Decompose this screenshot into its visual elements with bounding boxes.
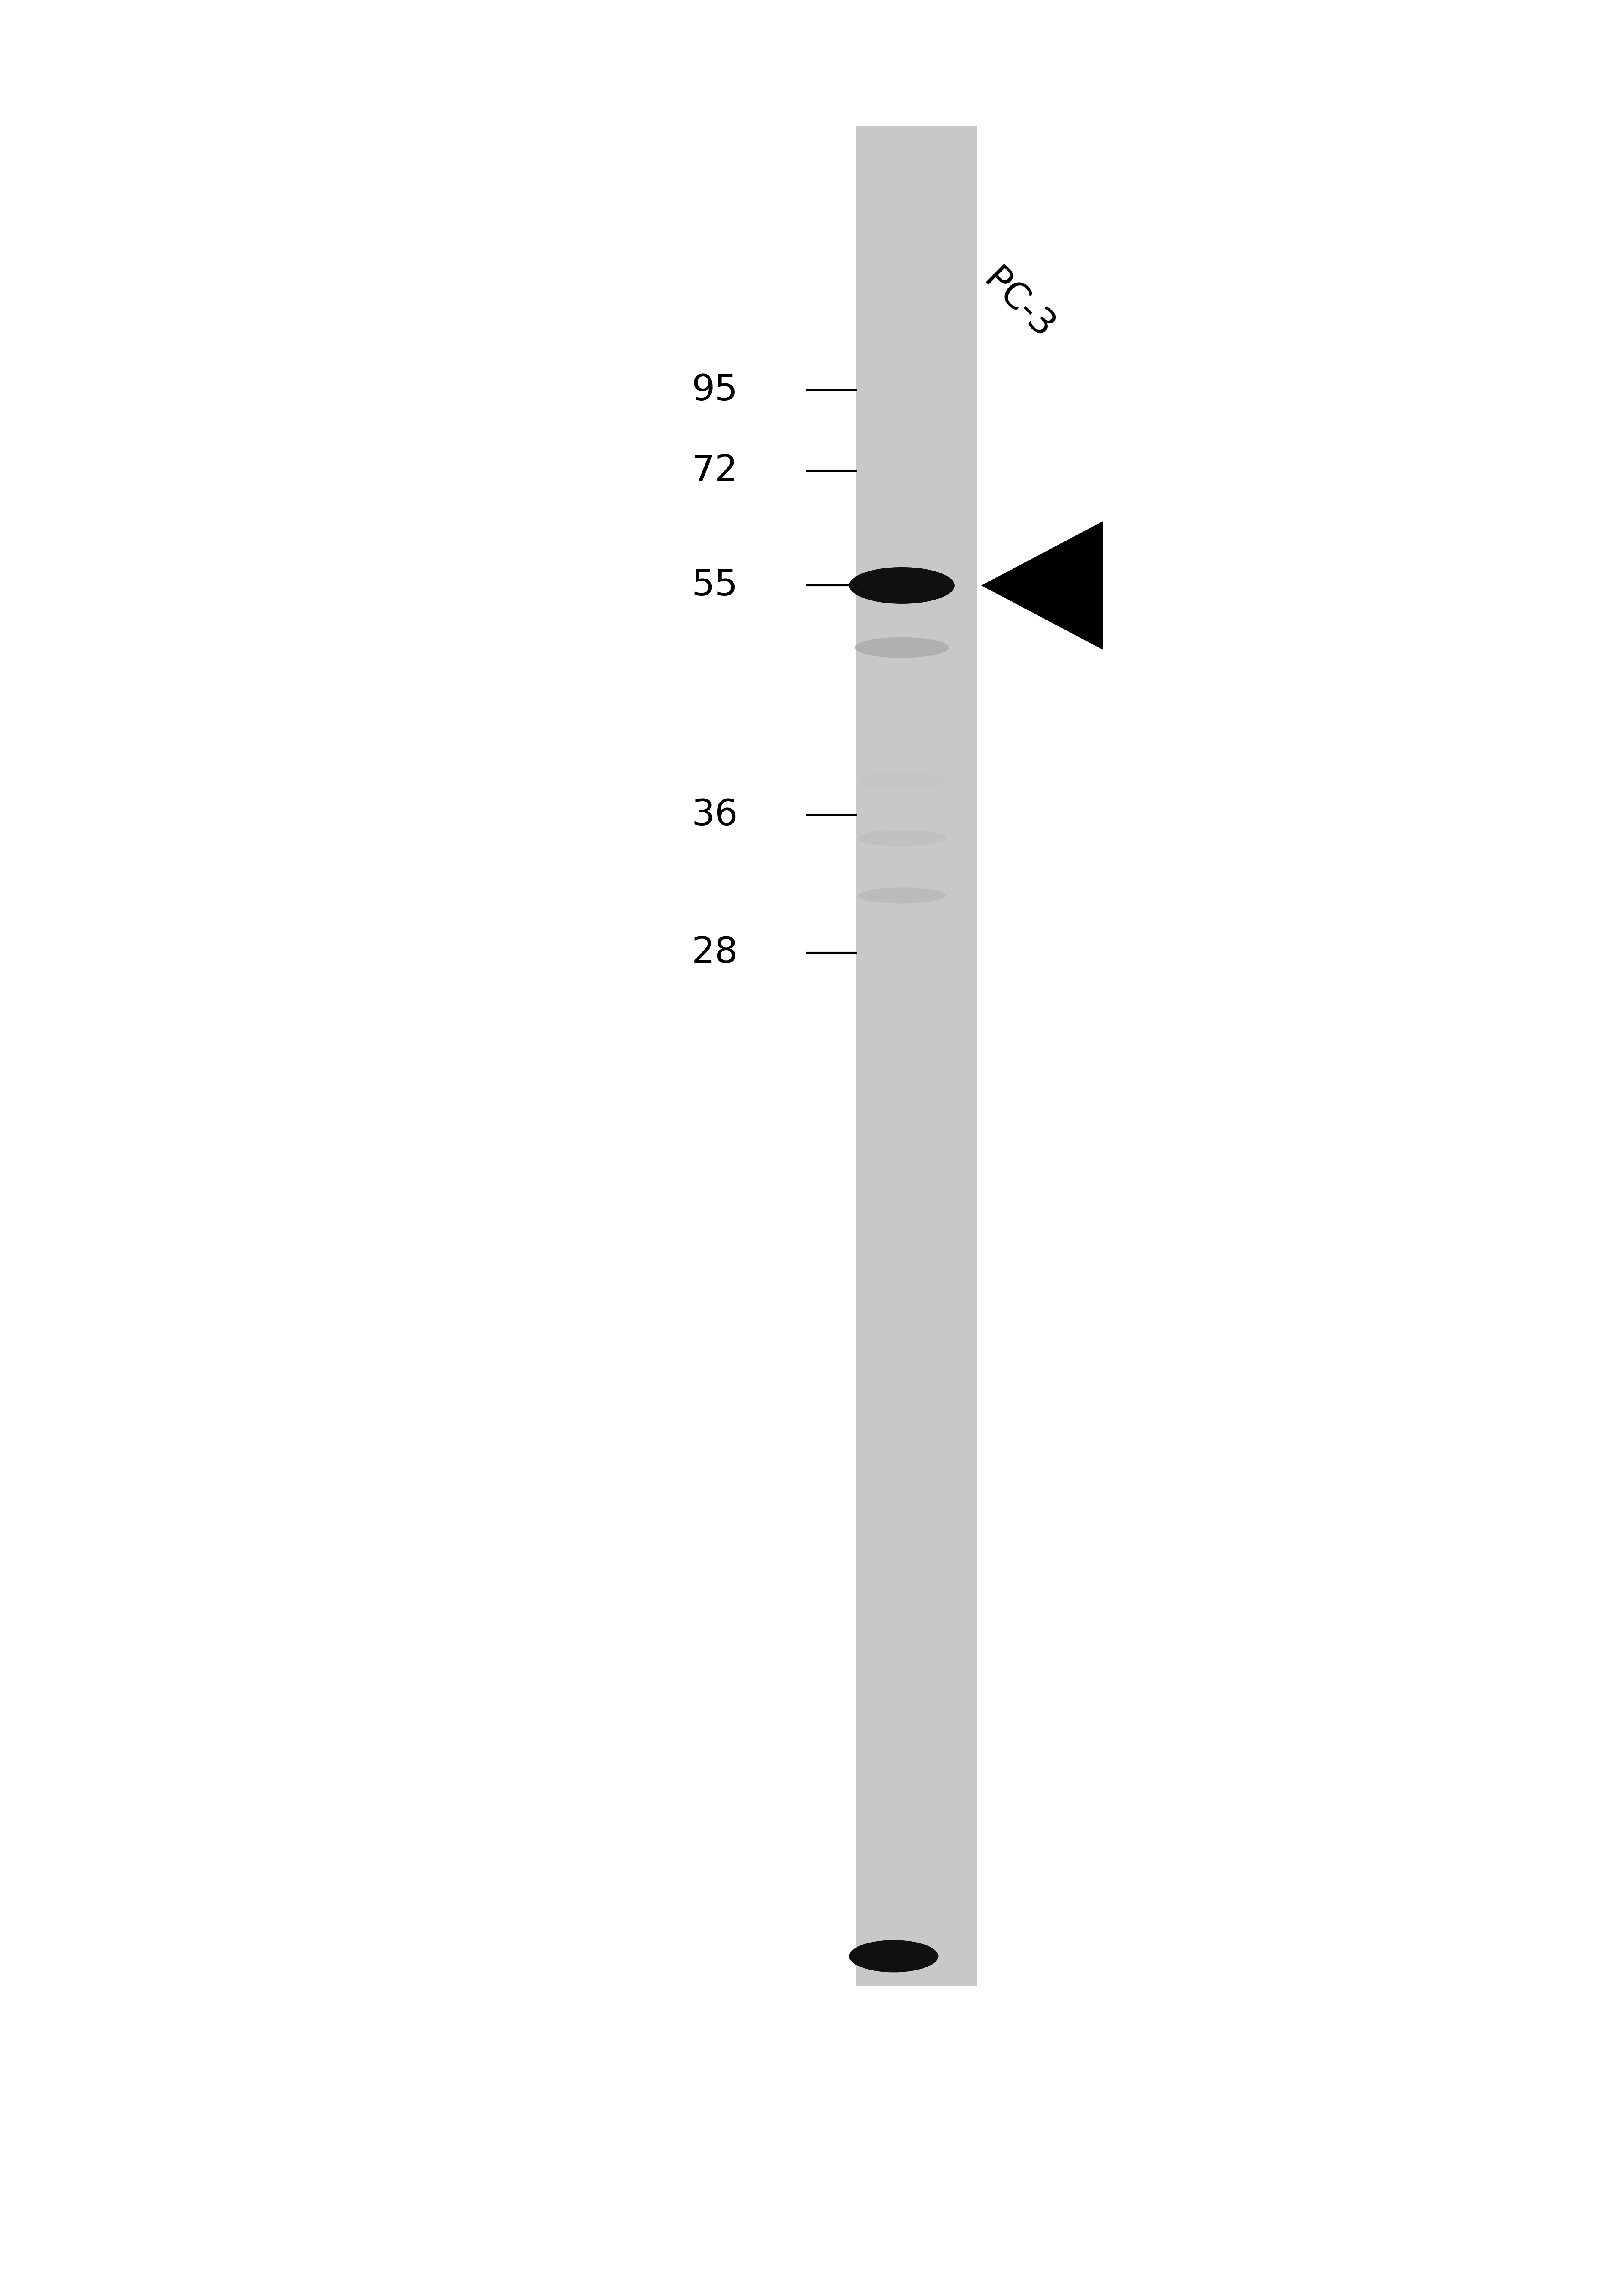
Ellipse shape <box>858 886 946 905</box>
Bar <box>856 126 976 1986</box>
Ellipse shape <box>850 567 954 604</box>
Ellipse shape <box>855 638 949 659</box>
Text: 72: 72 <box>691 452 738 489</box>
Text: PC-3: PC-3 <box>976 262 1061 347</box>
Text: 28: 28 <box>691 934 738 971</box>
Ellipse shape <box>858 831 946 847</box>
Ellipse shape <box>858 771 946 790</box>
Text: 95: 95 <box>693 372 738 409</box>
Text: 36: 36 <box>691 797 738 833</box>
Ellipse shape <box>850 1940 939 1972</box>
Polygon shape <box>981 521 1103 650</box>
Text: 55: 55 <box>691 567 738 604</box>
